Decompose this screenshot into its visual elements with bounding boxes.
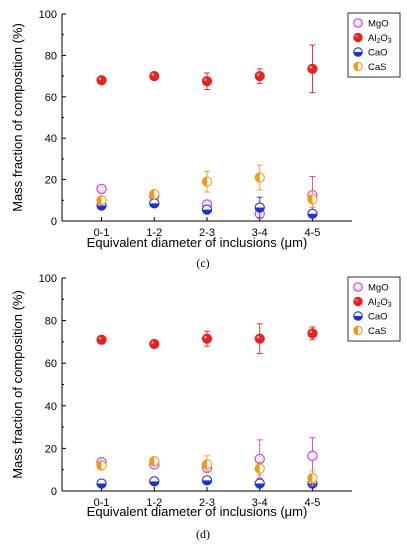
data-point	[149, 188, 160, 200]
legend-marker-cao	[353, 311, 363, 321]
x-tick-label: 4-5	[305, 227, 321, 239]
data-point	[201, 176, 213, 187]
series-al2o3	[96, 323, 318, 355]
legend-marker-cas	[353, 61, 363, 72]
x-tick-label: 2-3	[199, 227, 215, 239]
y-tick-label: 100	[39, 9, 57, 21]
x-tick-label: 0-1	[94, 227, 110, 239]
data-point	[307, 194, 318, 205]
y-tick-label: 0	[51, 216, 57, 228]
data-point	[201, 459, 213, 470]
x-tick-label: 3-4	[252, 497, 268, 509]
legend-marker-al2o3	[353, 32, 363, 43]
data-point	[201, 76, 213, 87]
legend-label-cas: CaS	[368, 62, 386, 73]
y-axis-title: Mass fraction of composition (%)	[10, 290, 25, 479]
data-point	[149, 476, 160, 487]
x-tick-label: 2-3	[199, 497, 215, 509]
y-tick-label: 40	[45, 401, 57, 413]
data-point	[149, 456, 160, 467]
data-point	[307, 328, 318, 339]
legend-marker-mgo	[353, 282, 363, 292]
panel-label: (c)	[196, 256, 209, 270]
legend: MgO Al2O3 CaO CaS	[347, 276, 401, 342]
data-point	[254, 463, 265, 474]
series-al2o3	[96, 44, 318, 94]
data-point	[96, 478, 107, 489]
y-tick-label: 100	[39, 273, 57, 285]
series-cas	[96, 455, 318, 487]
legend-label-mgo: MgO	[368, 19, 389, 30]
legend-marker-al2o3	[353, 296, 363, 307]
x-axis-title: Equivalent diameter of inclusions (μm)	[87, 504, 308, 519]
y-tick-label: 20	[45, 175, 57, 187]
data-point	[96, 183, 107, 195]
y-axis-title: Mass fraction of composition (%)	[10, 23, 25, 212]
legend-label-mgo: MgO	[368, 283, 389, 294]
series-cao	[96, 475, 318, 489]
data-point	[201, 475, 213, 486]
series-cas	[96, 164, 318, 208]
x-axis-title: Equivalent diameter of inclusions (μm)	[87, 235, 308, 250]
y-tick-label: 60	[45, 358, 57, 370]
data-point	[96, 334, 107, 345]
data-point	[201, 333, 213, 344]
data-point	[96, 75, 107, 86]
legend-label-cao: CaO	[368, 48, 388, 59]
x-tick-label: 3-4	[252, 227, 268, 239]
x-tick-label: 4-5	[305, 497, 321, 509]
data-point	[254, 453, 265, 465]
y-tick-label: 0	[51, 486, 57, 498]
legend-label-al2o3: Al2O3	[368, 297, 392, 309]
legend-label-cas: CaS	[368, 326, 386, 337]
data-point	[254, 71, 265, 82]
x-tick-label: 1-2	[146, 497, 162, 509]
y-tick-label: 40	[45, 133, 57, 145]
data-point	[254, 478, 265, 489]
y-tick-label: 80	[45, 50, 57, 62]
data-point	[201, 204, 213, 215]
data-point	[254, 172, 265, 183]
data-point	[307, 450, 318, 462]
data-point	[149, 198, 160, 209]
data-point	[254, 202, 265, 213]
panel-label: (d)	[196, 527, 210, 541]
data-point	[149, 338, 160, 350]
legend: MgO Al2O3 CaO CaS	[347, 12, 401, 78]
data-point	[96, 460, 107, 471]
data-point	[96, 195, 107, 206]
y-tick-label: 60	[45, 92, 57, 104]
data-point	[307, 63, 318, 74]
data-point	[307, 208, 318, 219]
legend-label-cao: CaO	[368, 312, 388, 323]
data-point	[149, 71, 160, 82]
x-tick-label: 1-2	[146, 227, 162, 239]
y-tick-label: 80	[45, 316, 57, 328]
x-tick-label: 0-1	[94, 497, 110, 509]
legend-marker-cao	[353, 47, 363, 57]
data-point	[307, 473, 318, 484]
legend-marker-cas	[353, 325, 363, 336]
legend-marker-mgo	[353, 18, 363, 28]
legend-label-al2o3: Al2O3	[368, 33, 392, 45]
y-tick-label: 20	[45, 443, 57, 455]
data-point	[254, 333, 265, 344]
